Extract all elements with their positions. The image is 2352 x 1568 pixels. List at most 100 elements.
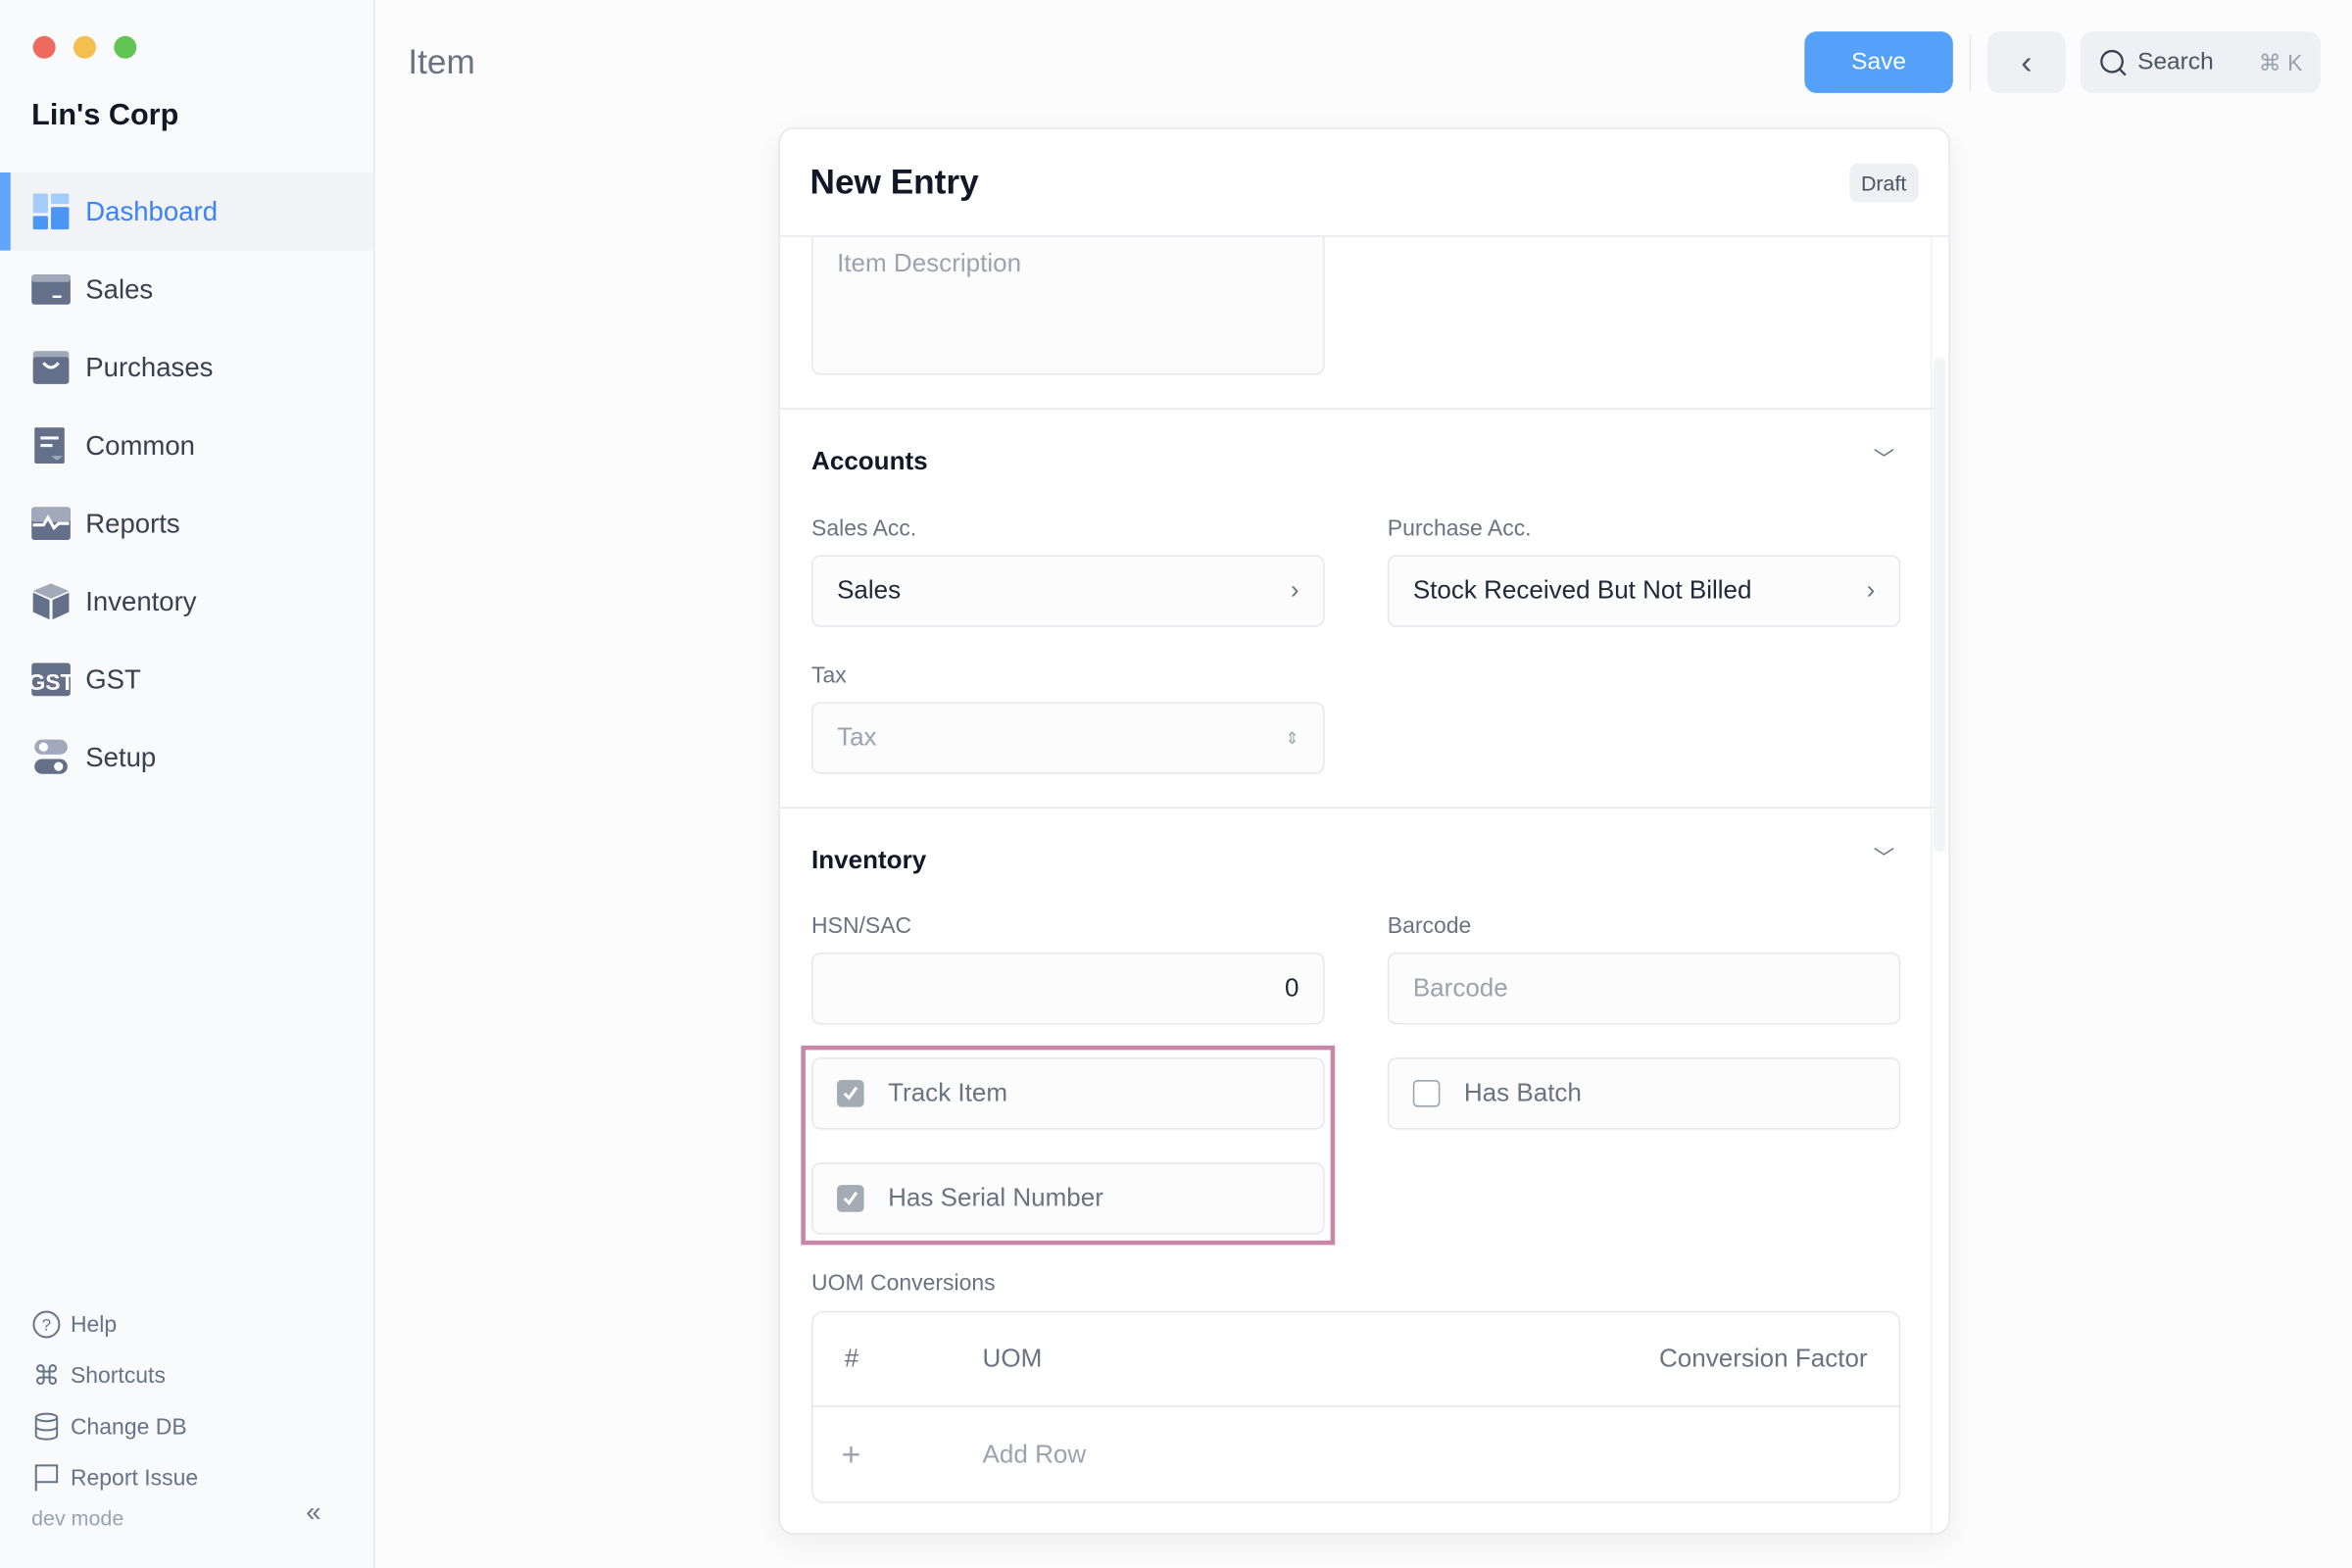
sales-icon (31, 274, 71, 305)
dashboard-icon (32, 193, 70, 230)
sidebar-item-dashboard[interactable]: Dashboard (0, 172, 374, 251)
purchase-acc-label: Purchase Acc. (1387, 515, 1532, 542)
sales-acc-value: Sales (837, 575, 902, 605)
column-header: # (844, 1344, 859, 1373)
divider (779, 408, 1934, 410)
save-button[interactable]: Save (1804, 31, 1953, 93)
hsn-value: 0 (1285, 973, 1299, 1003)
sidebar: Lin's Corp Dashboard Sales Purchases Com… (0, 0, 375, 1568)
item-description-input[interactable]: Item Description (811, 236, 1325, 375)
form-card: New Entry Draft Item Description Account… (778, 127, 1950, 1535)
track-item-checkbox[interactable]: Track Item (811, 1057, 1325, 1130)
change-db-label: Change DB (70, 1413, 187, 1440)
common-icon (34, 427, 65, 464)
scrollbar[interactable] (1930, 236, 1949, 1534)
barcode-label: Barcode (1387, 913, 1472, 940)
window-minimize-button[interactable] (73, 35, 96, 59)
chevron-down-icon[interactable]: ﹀ (1873, 846, 1895, 870)
status-badge: Draft (1848, 163, 1919, 202)
help-icon: ? (32, 1310, 61, 1339)
tax-placeholder: Tax (837, 722, 877, 752)
checkbox-checked-icon (837, 1080, 864, 1107)
company-name: Lin's Corp (31, 99, 179, 132)
purchase-acc-field[interactable]: Stock Received But Not Billed › (1387, 555, 1901, 627)
purchase-acc-value: Stock Received But Not Billed (1412, 575, 1752, 605)
help-link[interactable]: ? Help (31, 1298, 198, 1349)
add-row-label: Add Row (982, 1439, 1087, 1468)
column-header: Conversion Factor (1659, 1344, 1868, 1373)
collapse-sidebar-button[interactable]: « (306, 1496, 321, 1528)
tax-select[interactable]: Tax ⇕ (811, 702, 1325, 774)
window-close-button[interactable] (32, 35, 56, 59)
sidebar-item-common[interactable]: Common (0, 407, 373, 485)
search-label: Search (2137, 48, 2214, 74)
sales-acc-label: Sales Acc. (811, 515, 917, 542)
sidebar-item-inventory[interactable]: Inventory (0, 563, 373, 641)
purchases-icon (32, 351, 70, 384)
sales-acc-field[interactable]: Sales › (811, 555, 1325, 627)
scrollbar-thumb[interactable] (1933, 357, 1946, 853)
svg-text:?: ? (42, 1316, 51, 1335)
hsn-input[interactable]: 0 (811, 952, 1325, 1025)
chevron-right-icon: › (1866, 575, 1876, 605)
gst-icon: GST (31, 662, 71, 697)
tax-label: Tax (811, 662, 847, 689)
sidebar-item-reports[interactable]: Reports (0, 484, 373, 563)
form-title: New Entry (809, 162, 979, 202)
description-placeholder: Item Description (837, 249, 1022, 278)
sidebar-item-label: Purchases (85, 351, 214, 382)
sidebar-item-label: Common (85, 429, 196, 461)
command-icon: ⌘ (33, 1360, 61, 1391)
setup-icon (34, 739, 68, 774)
search-button[interactable]: Search ⌘ K (2080, 31, 2321, 93)
sidebar-item-purchases[interactable]: Purchases (0, 328, 373, 407)
add-row-button[interactable]: + Add Row (813, 1407, 1899, 1501)
column-header: UOM (982, 1344, 1043, 1373)
database-icon (34, 1412, 59, 1441)
chevron-down-icon[interactable]: ﹀ (1873, 447, 1895, 471)
divider (1969, 34, 1972, 92)
has-serial-number-checkbox[interactable]: Has Serial Number (811, 1162, 1325, 1235)
barcode-input[interactable]: Barcode (1387, 952, 1901, 1025)
hsn-label: HSN/SAC (811, 913, 912, 940)
highlight-box (801, 1045, 1336, 1246)
checkbox-checked-icon (837, 1185, 864, 1212)
shortcuts-link[interactable]: ⌘ Shortcuts (31, 1350, 198, 1401)
sidebar-item-sales[interactable]: Sales (0, 251, 373, 329)
accounts-section-title: Accounts (811, 447, 928, 476)
change-db-link[interactable]: Change DB (31, 1401, 198, 1452)
window-maximize-button[interactable] (114, 35, 137, 59)
back-button[interactable]: ‹ (1987, 31, 2066, 93)
report-issue-link[interactable]: Report Issue (31, 1452, 198, 1503)
dev-mode-label: dev mode (31, 1505, 124, 1531)
shortcuts-label: Shortcuts (70, 1362, 166, 1389)
sidebar-item-gst[interactable]: GST GST (0, 641, 373, 719)
track-item-label: Track Item (888, 1078, 1008, 1107)
help-label: Help (70, 1311, 118, 1338)
has-serial-label: Has Serial Number (888, 1183, 1103, 1212)
inventory-icon (32, 583, 70, 620)
inventory-section-title: Inventory (811, 846, 927, 875)
sidebar-item-label: Reports (85, 508, 180, 538)
has-batch-checkbox[interactable]: Has Batch (1387, 1057, 1901, 1130)
uom-label: UOM Conversions (811, 1270, 996, 1297)
sidebar-item-label: Setup (85, 741, 157, 772)
sidebar-item-label: Dashboard (85, 195, 219, 226)
sidebar-item-label: GST (85, 663, 141, 694)
sidebar-item-label: Sales (85, 273, 154, 304)
search-shortcut: ⌘ K (2258, 50, 2303, 76)
reports-icon (31, 507, 71, 541)
page-title: Item (408, 41, 475, 81)
chevron-left-icon: ‹ (2021, 42, 2033, 80)
report-issue-label: Report Issue (70, 1464, 199, 1491)
sidebar-item-setup[interactable]: Setup (0, 718, 373, 797)
flag-icon (34, 1464, 59, 1492)
chevron-right-icon: › (1290, 575, 1299, 605)
checkbox-unchecked-icon (1412, 1080, 1441, 1107)
select-arrows-icon: ⇕ (1285, 729, 1299, 749)
divider (779, 807, 1934, 808)
svg-text:GST: GST (31, 669, 71, 695)
uom-table: # UOM Conversion Factor + Add Row (811, 1310, 1901, 1503)
has-batch-label: Has Batch (1463, 1078, 1582, 1107)
search-icon (2100, 49, 2127, 75)
